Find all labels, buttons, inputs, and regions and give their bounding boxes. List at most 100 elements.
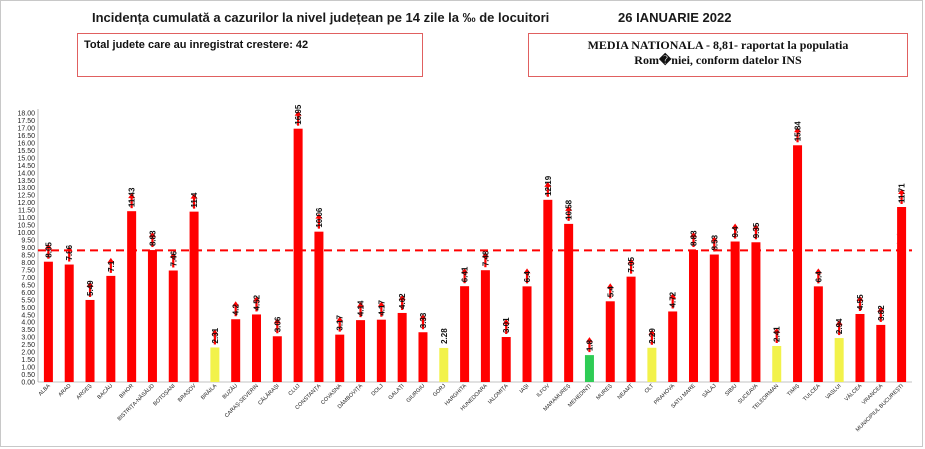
y-tick-label: 14.50 <box>17 163 35 170</box>
x-category-label: IALOMIȚA <box>487 383 510 406</box>
x-category-label: ARAD <box>58 383 73 398</box>
bar-value-label: 8.83 <box>690 230 699 246</box>
chart-title: Incidența cumulată a cazurilor la nivel … <box>92 10 550 25</box>
y-tick-label: 10.00 <box>17 230 35 237</box>
bar <box>709 254 719 382</box>
y-tick-label: 14.00 <box>17 170 35 177</box>
y-tick-label: 11.00 <box>18 215 35 222</box>
bar-value-label: 9.4 <box>731 226 740 238</box>
bar <box>647 347 657 382</box>
x-category-label: ALBA <box>38 383 52 397</box>
bar-value-label: 16.95 <box>294 104 303 125</box>
increase-arrow-head-icon <box>585 337 593 343</box>
y-tick-label: 12.00 <box>17 200 35 207</box>
y-tick-label: 7.50 <box>21 267 35 274</box>
bar <box>106 275 116 382</box>
bar <box>168 270 178 382</box>
increase-arrow-head-icon <box>294 110 302 116</box>
increase-arrow-head-icon <box>710 236 718 242</box>
increase-arrow-head-icon <box>377 301 385 307</box>
increase-arrow-head-icon <box>773 327 781 333</box>
bar-value-label: 3.33 <box>419 312 428 328</box>
y-tick-label: 5.00 <box>21 305 35 312</box>
y-tick-label: 13.00 <box>17 185 35 192</box>
increase-arrow-head-icon <box>419 314 427 320</box>
x-category-label: CĂLĂRAȘI <box>257 382 282 407</box>
bar-value-label: 10.58 <box>565 199 574 220</box>
increase-arrow-head-icon <box>461 268 469 274</box>
bar <box>793 145 803 382</box>
x-category-label: CLUJ <box>288 383 302 397</box>
increase-arrow-head-icon <box>544 181 552 187</box>
x-category-label: DOLJ <box>371 383 385 397</box>
y-tick-label: 2.50 <box>21 342 35 349</box>
increase-arrow-head-icon <box>253 296 260 302</box>
bar <box>772 345 782 382</box>
y-tick-label: 9.00 <box>21 245 35 252</box>
y-tick-label: 1.50 <box>21 357 35 364</box>
bar <box>668 311 678 382</box>
bar <box>397 312 407 382</box>
increase-arrow-head-icon <box>481 252 489 258</box>
x-category-label: GORJ <box>432 383 447 398</box>
y-tick-label: 16.00 <box>17 140 35 147</box>
y-tick-label: 12.50 <box>17 193 35 200</box>
bar-value-label: 3.06 <box>273 316 282 332</box>
bar <box>85 299 95 382</box>
bar <box>751 242 761 382</box>
increase-arrow-head-icon <box>752 224 760 230</box>
y-tick-label: 4.00 <box>21 320 35 327</box>
increase-arrow-head-icon <box>877 306 885 312</box>
y-tick-label: 0.00 <box>21 380 35 387</box>
bar-value-label: 6.41 <box>461 266 470 282</box>
increase-arrow-head-icon <box>169 252 177 258</box>
increase-arrow-head-icon <box>232 301 240 307</box>
x-category-label: SĂLAJ <box>701 382 718 399</box>
bar-value-label: 8.53 <box>710 234 719 250</box>
increase-arrow-head-icon <box>731 223 739 229</box>
bar-value-label: 4.62 <box>398 293 407 309</box>
bar <box>813 286 823 382</box>
bar <box>231 319 241 382</box>
increase-arrow-head-icon <box>315 213 323 219</box>
bar <box>460 286 470 382</box>
y-tick-label: 3.50 <box>21 327 35 334</box>
bar-value-label: 7.86 <box>65 244 74 260</box>
bar <box>626 276 636 382</box>
y-tick-label: 13.50 <box>17 178 35 185</box>
increase-arrow-head-icon <box>690 232 697 238</box>
y-tick-label: 8.00 <box>21 260 35 267</box>
increase-arrow-head-icon <box>627 258 635 264</box>
bar <box>64 264 74 382</box>
y-tick-label: 8.50 <box>21 252 35 259</box>
national-average-box: MEDIA NATIONALA - 8,81- raportat la popu… <box>528 33 908 77</box>
increase-arrow-head-icon <box>211 329 219 335</box>
bar-value-label: 2.29 <box>648 328 657 344</box>
y-tick-label: 17.00 <box>17 125 35 132</box>
bar-value-label: 2.31 <box>211 327 220 343</box>
y-tick-label: 4.50 <box>21 312 35 319</box>
x-category-label: IAȘI <box>519 383 531 395</box>
x-category-label: BOTOȘANI <box>152 383 177 408</box>
bar <box>314 231 324 382</box>
bar <box>564 223 574 382</box>
x-category-label: NEAMȚ <box>617 383 635 401</box>
x-category-label: BRĂILA <box>200 382 219 401</box>
x-category-label: BRAȘOV <box>177 383 198 404</box>
bar-value-label: 2.41 <box>773 326 782 342</box>
bar-value-label: 3.82 <box>877 305 886 321</box>
x-category-label: GALAȚI <box>388 383 406 401</box>
increase-arrow-head-icon <box>357 302 365 308</box>
increase-arrow-head-icon <box>107 257 115 263</box>
increase-arrow-head-icon <box>523 268 531 274</box>
bar <box>584 355 594 382</box>
increase-arrow-head-icon <box>44 243 52 249</box>
y-tick-label: 18.00 <box>17 111 35 118</box>
x-category-label: VASLUI <box>825 383 843 401</box>
bar-value-label: 4.14 <box>357 300 366 316</box>
bar <box>335 334 345 382</box>
increase-arrow-head-icon <box>86 281 94 287</box>
y-tick-label: 15.50 <box>17 148 35 155</box>
bar-value-label: 5.4 <box>606 286 615 298</box>
